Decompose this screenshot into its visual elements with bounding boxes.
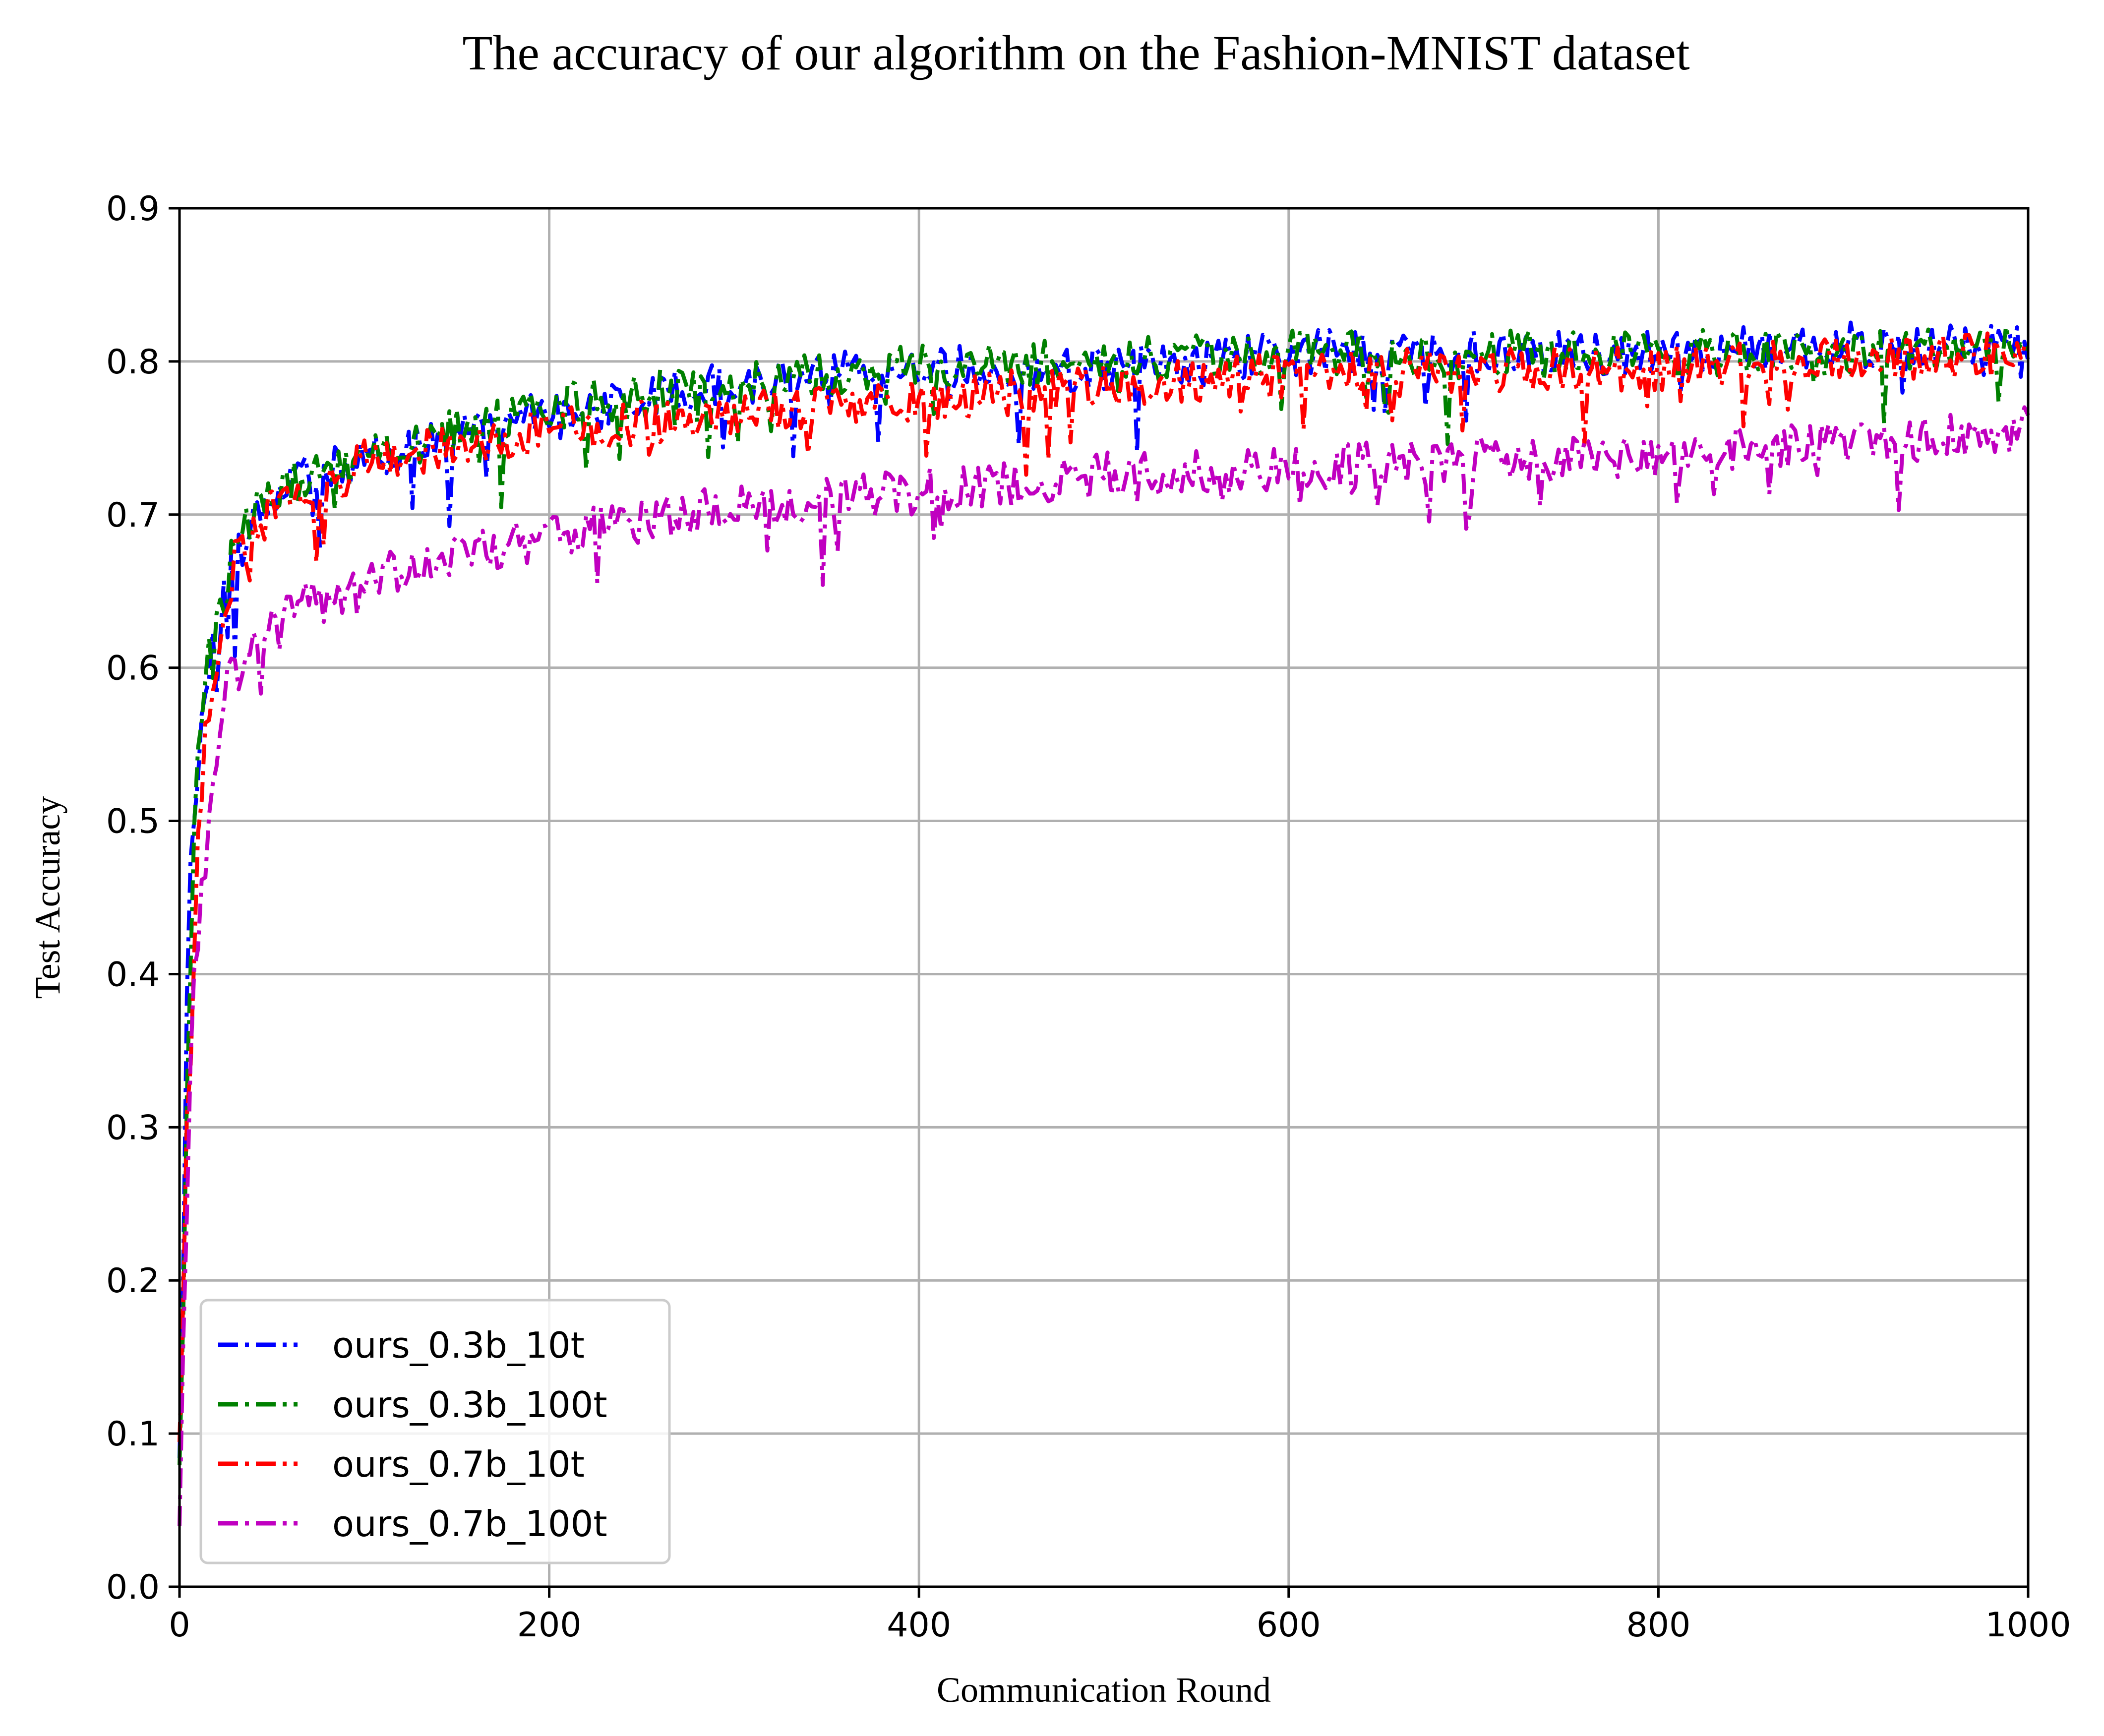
legend-label: ours_0.7b_100t [332,1503,607,1545]
y-tick-label: 0.1 [106,1415,160,1454]
x-axis-label: Communication Round [937,1670,1271,1710]
x-tick-label: 600 [1257,1606,1321,1645]
y-tick-label: 0.8 [106,343,160,382]
y-tick-label: 0.9 [106,189,160,229]
y-tick-label: 0.0 [106,1568,160,1607]
x-tick-label: 400 [887,1606,951,1645]
y-tick-label: 0.3 [106,1108,160,1147]
series-lines [178,320,2030,1526]
legend-entries: ours_0.3b_10t ours_0.3b_100t ours_0.7b_10t… [218,1324,607,1545]
series-line-ours_0.3b_10t [178,320,2030,1458]
x-tick-label: 1000 [1985,1606,2071,1645]
y-tick-label: 0.5 [106,802,160,841]
axis-ticks: 0 200 400 600 800 1000 0.0 0.1 0.2 0.3 0.4 0.5 0.6 0.… [106,189,2071,1645]
series-line-ours_0.3b_100t [178,324,2029,1466]
y-tick-label: 0.7 [106,496,160,535]
legend-label: ours_0.7b_10t [332,1443,585,1485]
legend-label: ours_0.3b_10t [332,1324,585,1366]
y-tick-label: 0.6 [106,649,160,688]
y-tick-label: 0.2 [106,1261,160,1301]
series-line-ours_0.7b_10t [178,331,2030,1442]
x-tick-label: 0 [169,1606,190,1645]
y-axis-label: Test Accuracy [28,796,67,999]
y-tick-label: 0.4 [106,955,160,994]
x-tick-label: 200 [517,1606,582,1645]
series-line-ours_0.7b_100t [178,405,2030,1526]
chart-title: The accuracy of our algorithm on the Fas… [462,25,1689,80]
x-tick-label: 800 [1626,1606,1691,1645]
legend-box [199,1299,671,1564]
legend-label: ours_0.3b_100t [332,1384,607,1426]
plot-frame [178,207,2030,1588]
legend: ours_0.3b_10t ours_0.3b_100t ours_0.7b_10t… [199,1299,671,1564]
